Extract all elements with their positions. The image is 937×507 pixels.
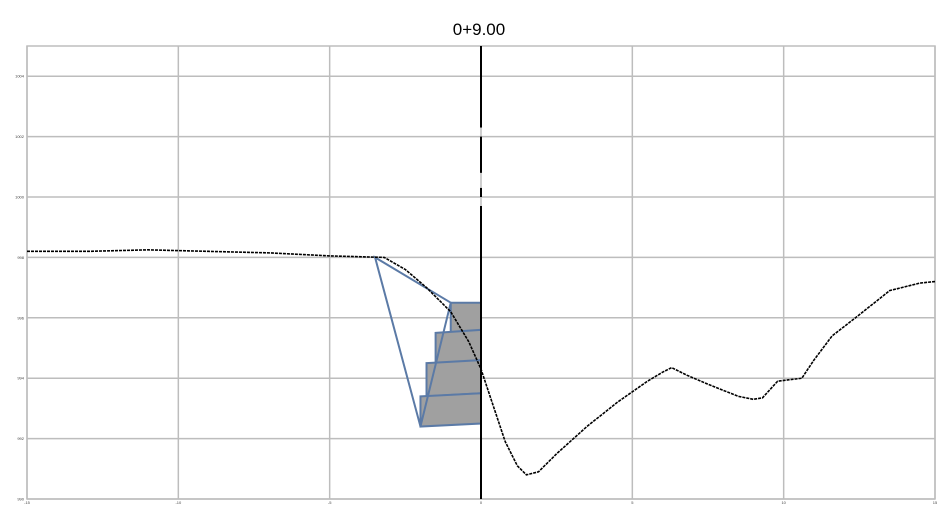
y-tick-label: 996 — [17, 315, 24, 320]
y-tick-label: 1004 — [15, 74, 25, 79]
y-tick-label: 1002 — [15, 134, 25, 139]
retaining-block — [419, 392, 482, 428]
x-tick-label: -10 — [175, 500, 182, 505]
x-tick-label: 5 — [631, 500, 634, 505]
y-tick-label: 990 — [17, 497, 24, 502]
chart-title: 0+9.00 — [452, 20, 506, 39]
series-layer — [27, 249, 936, 476]
y-tick-label: 998 — [17, 255, 24, 260]
x-tick-label: -5 — [328, 500, 332, 505]
wedge-outline — [373, 255, 452, 427]
x-tick-label: 15 — [933, 500, 937, 505]
ground-profile-line — [27, 249, 936, 476]
y-tick-label: 992 — [17, 436, 24, 441]
y-tick-label: 994 — [17, 376, 24, 381]
retaining-block — [449, 301, 482, 334]
y-tick-label: 1000 — [15, 195, 25, 200]
x-tick-label: -15 — [24, 500, 31, 505]
tick-label-layer: -15 -10 -5 0 5 10 15 990 992 994 996 998 1000 1002 100… — [15, 74, 937, 505]
x-tick-label: 0 — [480, 500, 483, 505]
x-tick-label: 10 — [781, 500, 786, 505]
overlay-layer — [373, 255, 482, 428]
